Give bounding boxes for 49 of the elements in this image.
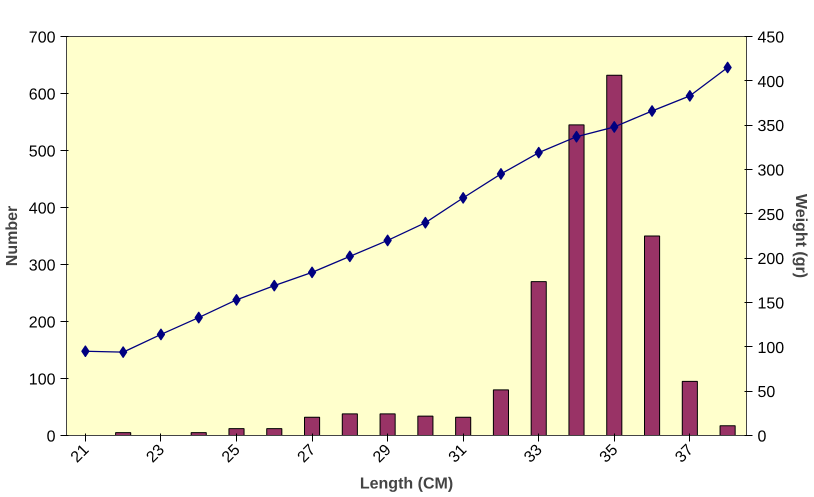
y2-tick-label: 300 [758,162,784,180]
x-axis-title: Length (CM) [360,476,454,493]
y-tick-label: 500 [28,144,56,160]
point [81,345,90,358]
y-tick-label: 100 [28,372,56,388]
point [723,62,732,74]
y2-tick-label: 250 [758,206,784,224]
y2-tick-label: 200 [758,251,784,268]
y-tick-label: 300 [28,258,56,274]
y2-tick-label: 150 [758,296,784,312]
x-tick-label: 37 [672,441,697,466]
y2-tick-label: 100 [758,340,784,357]
y2-tick-label: 350 [758,118,784,136]
bar [190,432,207,436]
point [383,234,392,246]
x-tick-label: 21 [68,441,93,466]
y-tick-label: 400 [28,200,56,218]
bar [644,236,660,436]
x-tick-label: 29 [370,441,395,466]
x-tick-label: 27 [294,441,320,466]
y-tick-label: 0 [46,428,56,446]
x-tick-label: 35 [596,441,622,466]
x-tick-label: 33 [521,441,546,466]
point [232,294,241,306]
x-tick-label: 23 [143,441,168,466]
y2-axis-title: Weight (gr) [792,194,810,278]
y-axis-title: Number [4,206,21,266]
y2-tick-label: 400 [758,74,784,91]
point [308,266,316,278]
bar [342,413,358,436]
bar [115,432,132,436]
y-tick-label: 700 [28,30,56,46]
bar [492,389,509,436]
bar [568,124,585,436]
x-tick-label: 31 [446,441,470,466]
point [156,328,166,340]
y2-tick-label: 450 [758,30,784,46]
point [421,216,430,229]
y-tick-label: 600 [28,86,56,104]
x-tick-label: 25 [218,441,244,466]
point [496,168,506,180]
bar [720,425,736,436]
y2-tick-label: 50 [758,384,776,402]
bar [266,428,282,436]
y2-tick-label: 0 [758,428,766,446]
point [572,130,581,143]
bar [417,416,434,436]
y-tick-label: 200 [28,314,56,332]
point [648,104,656,117]
